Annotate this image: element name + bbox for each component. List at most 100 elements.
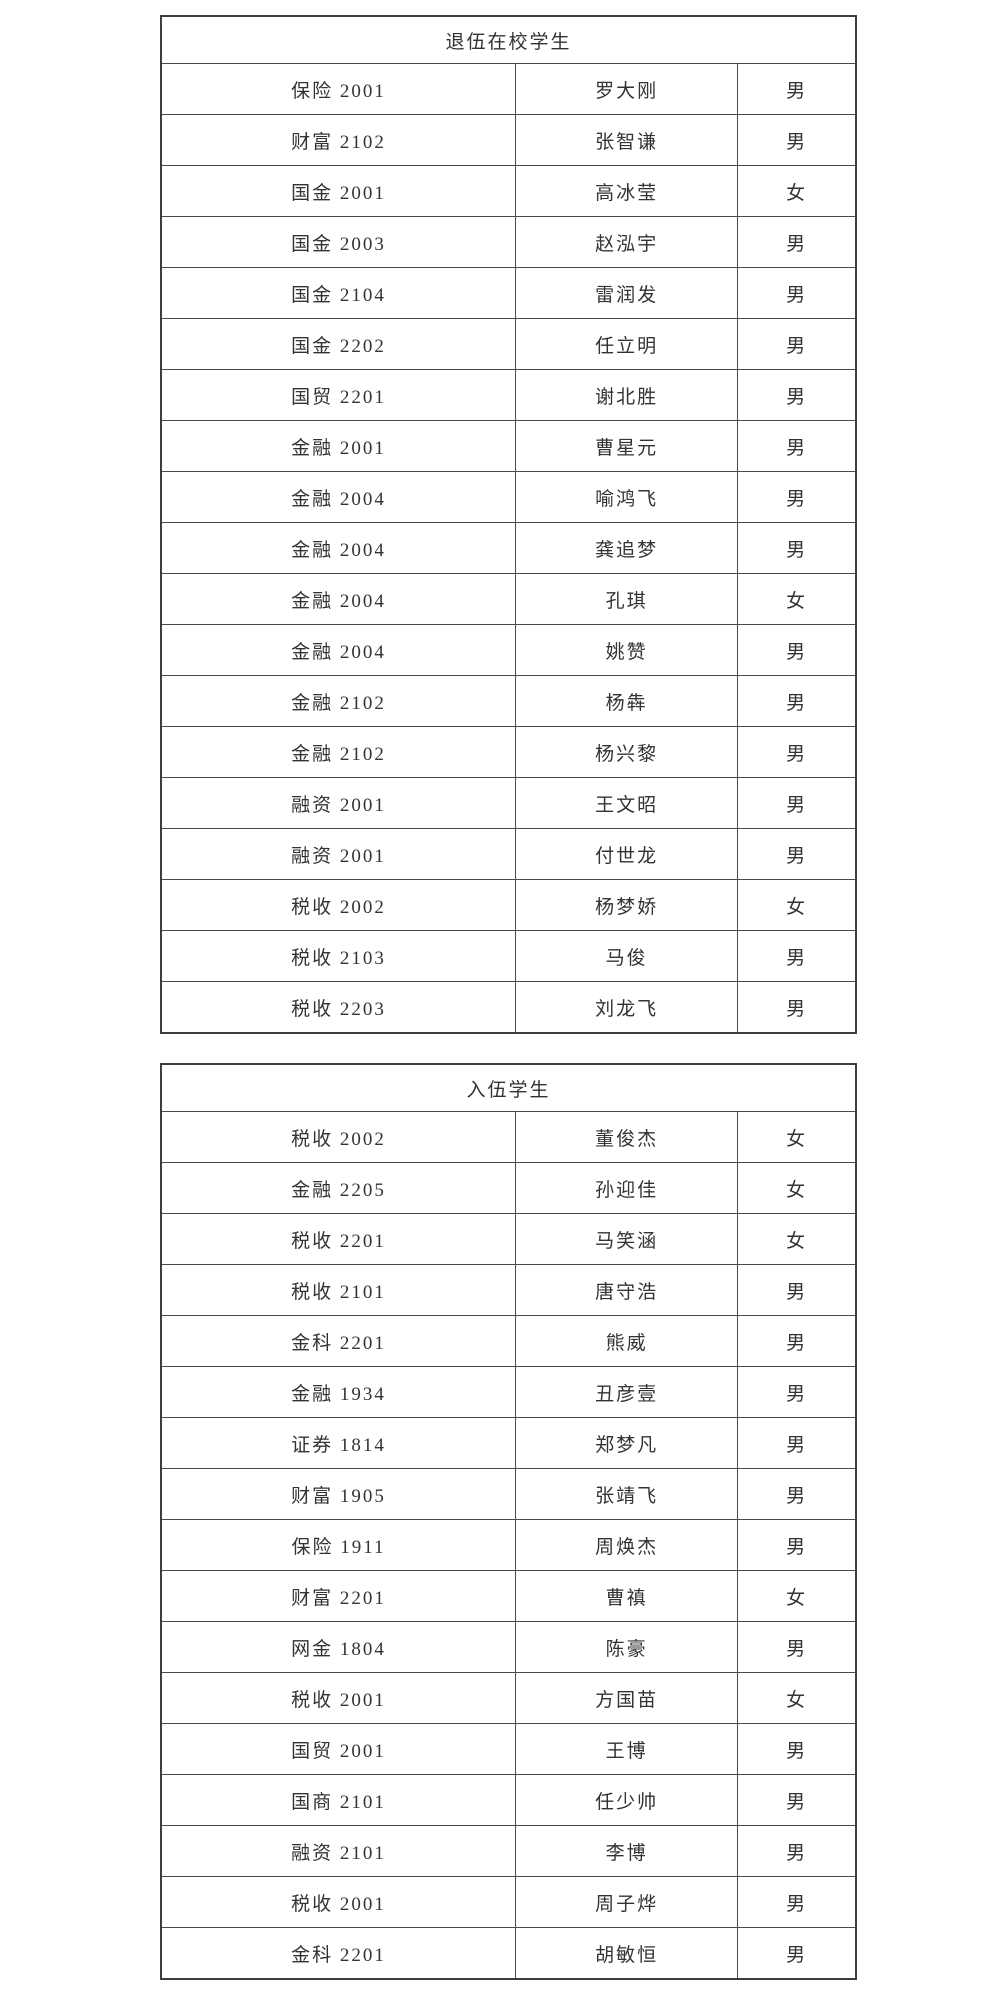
student-row: 金融 2001 曹星元男 [160,420,857,472]
gender-cell: 男 [737,1876,857,1928]
student-row: 财富 2201 曹禛女 [160,1570,857,1622]
class-cell: 国贸 2001 [160,1723,516,1775]
gender-cell: 男 [737,369,857,421]
class-cell: 财富 2201 [160,1570,516,1622]
class-cell: 财富 1905 [160,1468,516,1520]
name-cell: 任少帅 [514,1774,739,1826]
student-row: 保险 1911 周焕杰男 [160,1519,857,1571]
name-cell: 付世龙 [514,828,739,880]
class-cell: 国金 2001 [160,165,516,217]
gender-cell: 女 [737,879,857,931]
class-cell: 金融 2004 [160,624,516,676]
gender-cell: 女 [737,1672,857,1724]
veteran-returned-students-table: 退伍在校学生 保险 2001 罗大刚男财富 2102 张智谦男国金 2001 高冰莹女… [160,15,857,1034]
gender-cell: 男 [737,114,857,166]
gender-cell: 男 [737,420,857,472]
class-cell: 金融 2102 [160,675,516,727]
class-cell: 税收 2201 [160,1213,516,1265]
gender-cell: 男 [737,828,857,880]
class-cell: 金融 2004 [160,573,516,625]
class-cell: 税收 2002 [160,1111,516,1163]
name-cell: 周子烨 [514,1876,739,1928]
student-row: 金融 1934 丑彦壹男 [160,1366,857,1418]
student-row: 金融 2102 杨兴黎男 [160,726,857,778]
gender-cell: 男 [737,675,857,727]
class-cell: 税收 2101 [160,1264,516,1316]
student-row: 保险 2001 罗大刚男 [160,63,857,115]
class-cell: 保险 1911 [160,1519,516,1571]
class-cell: 国金 2003 [160,216,516,268]
gender-cell: 男 [737,1825,857,1877]
class-cell: 证券 1814 [160,1417,516,1469]
name-cell: 孔琪 [514,573,739,625]
name-cell: 曹禛 [514,1570,739,1622]
name-cell: 马笑涵 [514,1213,739,1265]
gender-cell: 男 [737,1468,857,1520]
student-row: 财富 2102 张智谦男 [160,114,857,166]
name-cell: 任立明 [514,318,739,370]
gender-cell: 男 [737,981,857,1034]
class-cell: 国金 2104 [160,267,516,319]
class-cell: 金融 1934 [160,1366,516,1418]
student-row: 税收 2001 周子烨男 [160,1876,857,1928]
gender-cell: 男 [737,471,857,523]
class-cell: 税收 2103 [160,930,516,982]
student-row: 国金 2104 雷润发男 [160,267,857,319]
student-row: 税收 2103 马俊男 [160,930,857,982]
student-row: 金融 2102 杨犇男 [160,675,857,727]
gender-cell: 女 [737,1570,857,1622]
gender-cell: 女 [737,1162,857,1214]
gender-cell: 男 [737,63,857,115]
name-cell: 丑彦壹 [514,1366,739,1418]
student-row: 证券 1814 郑梦凡男 [160,1417,857,1469]
name-cell: 杨梦娇 [514,879,739,931]
class-cell: 税收 2001 [160,1876,516,1928]
class-cell: 金融 2004 [160,471,516,523]
name-cell: 刘龙飞 [514,981,739,1034]
student-row: 税收 2001 方国苗女 [160,1672,857,1724]
gender-cell: 女 [737,165,857,217]
class-cell: 融资 2001 [160,828,516,880]
student-row: 国金 2003 赵泓宇男 [160,216,857,268]
name-cell: 马俊 [514,930,739,982]
name-cell: 方国苗 [514,1672,739,1724]
name-cell: 高冰莹 [514,165,739,217]
class-cell: 税收 2001 [160,1672,516,1724]
class-cell: 财富 2102 [160,114,516,166]
class-cell: 金科 2201 [160,1315,516,1367]
gender-cell: 男 [737,1366,857,1418]
class-cell: 金融 2102 [160,726,516,778]
student-row: 财富 1905 张靖飞男 [160,1468,857,1520]
table-title: 入伍学生 [160,1063,857,1112]
gender-cell: 男 [737,1519,857,1571]
name-cell: 李博 [514,1825,739,1877]
student-row: 融资 2001 付世龙男 [160,828,857,880]
student-row: 金融 2004 姚赞男 [160,624,857,676]
gender-cell: 男 [737,1927,857,1980]
name-cell: 王文昭 [514,777,739,829]
table-body: 税收 2002 董俊杰女金融 2205 孙迎佳女税收 2201 马笑涵女税收 2101… [160,1111,857,1980]
name-cell: 雷润发 [514,267,739,319]
name-cell: 姚赞 [514,624,739,676]
name-cell: 陈豪 [514,1621,739,1673]
name-cell: 唐守浩 [514,1264,739,1316]
name-cell: 张智谦 [514,114,739,166]
student-row: 金科 2201 熊威男 [160,1315,857,1367]
name-cell: 杨犇 [514,675,739,727]
name-cell: 张靖飞 [514,1468,739,1520]
name-cell: 熊威 [514,1315,739,1367]
class-cell: 税收 2002 [160,879,516,931]
gender-cell: 男 [737,522,857,574]
class-cell: 金融 2205 [160,1162,516,1214]
student-row: 税收 2101 唐守浩男 [160,1264,857,1316]
class-cell: 融资 2101 [160,1825,516,1877]
enlisted-students-table: 入伍学生 税收 2002 董俊杰女金融 2205 孙迎佳女税收 2201 马笑涵女税收… [160,1063,857,1980]
gender-cell: 男 [737,267,857,319]
gender-cell: 男 [737,1774,857,1826]
name-cell: 孙迎佳 [514,1162,739,1214]
student-row: 税收 2002 杨梦娇女 [160,879,857,931]
name-cell: 罗大刚 [514,63,739,115]
name-cell: 王博 [514,1723,739,1775]
name-cell: 曹星元 [514,420,739,472]
